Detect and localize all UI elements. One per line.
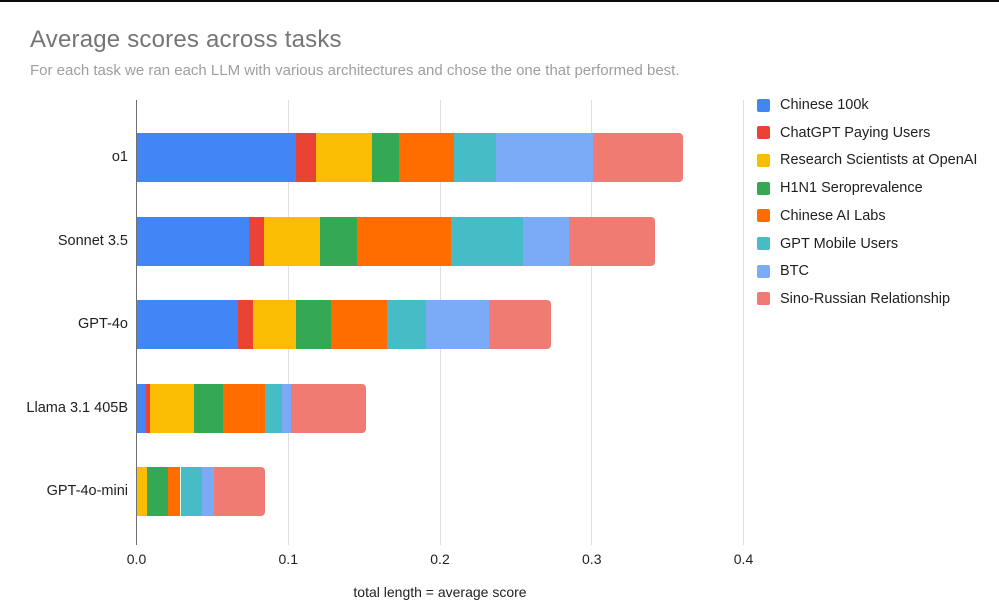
bar-segment-gpt-mobile-users[interactable] [180, 467, 202, 516]
bar-segment-sino-russian-relationship[interactable] [291, 383, 366, 433]
legend-label: BTC [780, 263, 809, 280]
bar-segment-research-scientists-at-openai[interactable] [150, 383, 195, 433]
top-border [0, 0, 999, 2]
bar-segment-h1n1-seroprevalence[interactable] [371, 133, 400, 182]
legend-label: H1N1 Seroprevalence [780, 180, 923, 197]
bar-segment-gpt-mobile-users[interactable] [386, 300, 427, 349]
bar-segment-gpt-mobile-users[interactable] [450, 216, 524, 266]
chart-subtitle: For each task we ran each LLM with vario… [30, 62, 680, 79]
bar-segment-gpt-mobile-users[interactable] [265, 383, 283, 433]
chart-title: Average scores across tasks [30, 26, 342, 53]
legend-item-btc[interactable]: BTC [757, 263, 809, 279]
x-gridline [591, 100, 593, 545]
bar-segment-research-scientists-at-openai[interactable] [136, 467, 148, 516]
bar-segment-chatgpt-paying-users[interactable] [238, 300, 254, 349]
legend-swatch [757, 153, 770, 167]
x-axis-title: total length = average score [353, 584, 527, 600]
bar-segment-btc[interactable] [426, 300, 489, 349]
x-tick-label: 0.2 [430, 551, 450, 567]
legend-item-sino-russian-relationship[interactable]: Sino-Russian Relationship [757, 291, 950, 307]
bar-segment-sino-russian-relationship[interactable] [488, 300, 551, 349]
legend-label: Research Scientists at OpenAI [780, 152, 978, 169]
bar-segment-btc[interactable] [201, 467, 214, 516]
bar-segment-sino-russian-relationship[interactable] [593, 133, 683, 182]
legend-label: Chinese 100k [780, 97, 869, 113]
bar-segment-h1n1-seroprevalence[interactable] [295, 300, 331, 349]
bar-segment-sino-russian-relationship[interactable] [568, 216, 656, 266]
bar-segment-h1n1-seroprevalence[interactable] [147, 467, 169, 516]
bar-segment-btc[interactable] [523, 216, 569, 266]
legend-swatch [757, 98, 770, 112]
category-label-sonnet-3-5: Sonnet 3.5 [57, 232, 128, 249]
bar-segment-btc[interactable] [496, 133, 594, 182]
legend-label: GPT Mobile Users [780, 235, 899, 252]
bar-segment-chinese-ai-labs[interactable] [356, 216, 451, 266]
legend-item-chatgpt-paying-users[interactable]: ChatGPT Paying Users [757, 125, 930, 141]
bar-segment-chatgpt-paying-users[interactable] [145, 383, 151, 433]
x-tick-label: 0.1 [278, 551, 298, 567]
legend-swatch [757, 292, 770, 306]
bar-segment-h1n1-seroprevalence[interactable] [194, 383, 223, 433]
x-tick-label: 0.3 [582, 551, 602, 567]
legend-label: Chinese AI Labs [780, 207, 886, 224]
legend-swatch [757, 237, 770, 250]
category-label-gpt-4o-mini: GPT-4o-mini [46, 483, 128, 499]
bar-segment-chinese-ai-labs[interactable] [168, 467, 181, 516]
category-label-o1: o1 [111, 149, 128, 165]
bar-segment-chinese-100k[interactable] [136, 300, 239, 349]
category-label-llama-3-1-405b: Llama 3.1 405B [26, 399, 128, 416]
bar-segment-h1n1-seroprevalence[interactable] [320, 216, 357, 266]
bar-segment-chinese-ai-labs[interactable] [222, 383, 266, 433]
legend-label: Sino-Russian Relationship [780, 290, 951, 307]
legend-item-chinese-ai-labs[interactable]: Chinese AI Labs [757, 208, 886, 224]
x-tick-label: 0.4 [733, 551, 754, 567]
legend-label: ChatGPT Paying Users [780, 124, 931, 141]
bar-segment-btc[interactable] [282, 383, 292, 433]
bar-segment-research-scientists-at-openai[interactable] [253, 300, 296, 349]
bar-segment-chinese-100k[interactable] [136, 383, 146, 433]
bar-segment-research-scientists-at-openai[interactable] [315, 133, 372, 182]
legend-item-h1n1-seroprevalence[interactable]: H1N1 Seroprevalence [757, 180, 923, 196]
x-gridline [743, 100, 744, 545]
x-tick-label: 0.0 [126, 551, 147, 567]
bar-segment-chinese-ai-labs[interactable] [330, 300, 387, 349]
bar-segment-chinese-100k[interactable] [136, 216, 249, 266]
legend-swatch [757, 181, 770, 195]
legend-item-gpt-mobile-users[interactable]: GPT Mobile Users [757, 236, 898, 252]
legend-item-research-scientists-at-openai[interactable]: Research Scientists at OpenAI [757, 152, 977, 168]
bar-segment-chatgpt-paying-users[interactable] [248, 216, 264, 266]
legend-item-chinese-100k[interactable]: Chinese 100k [757, 97, 869, 113]
bar-segment-chinese-100k[interactable] [136, 133, 296, 182]
legend-swatch [757, 209, 770, 223]
legend-swatch [757, 126, 770, 140]
bar-segment-sino-russian-relationship[interactable] [213, 467, 266, 516]
legend-swatch [757, 264, 770, 278]
bar-segment-chatgpt-paying-users[interactable] [295, 133, 316, 182]
bar-segment-chinese-ai-labs[interactable] [399, 133, 454, 182]
bar-segment-gpt-mobile-users[interactable] [453, 133, 497, 182]
category-label-gpt-4o: GPT-4o [78, 316, 128, 332]
bar-segment-research-scientists-at-openai[interactable] [263, 216, 321, 266]
